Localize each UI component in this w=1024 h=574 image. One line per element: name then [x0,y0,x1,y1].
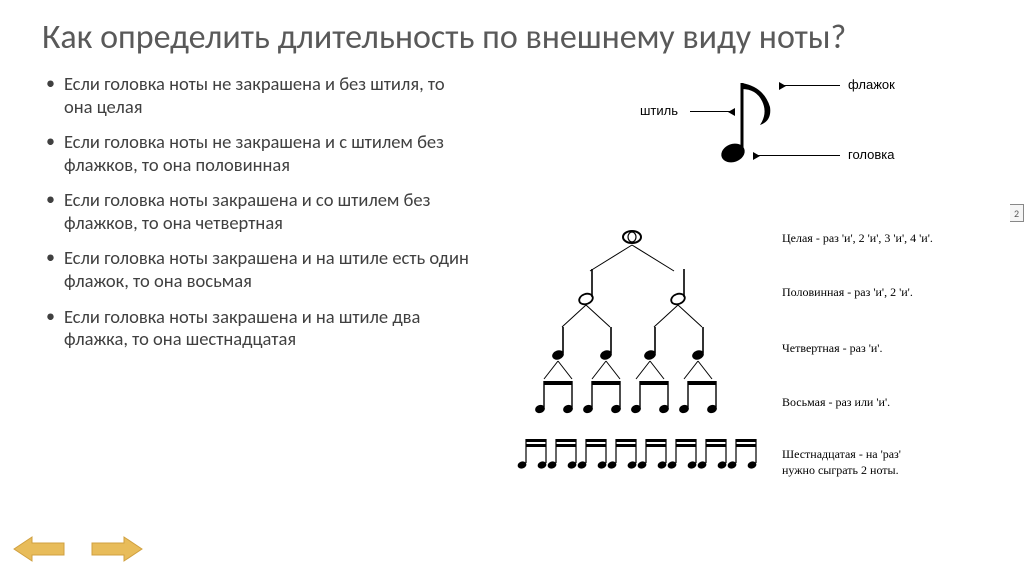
bullet-item: Если головка ноты закрашена и со штилем … [42,189,472,234]
half-note-label: Половинная - раз 'и', 2 'и'. [782,285,913,300]
flag-label: флажок [848,77,895,92]
head-label: головка [848,147,894,162]
bullet-item: Если головка ноты закрашена и на штиле е… [42,247,472,292]
whole-note-label: Целая - раз 'и', 2 'и', 3 'и', 4 'и'. [782,231,933,246]
note-duration-tree: Целая - раз 'и', 2 'и', 3 'и', 4 'и'. По… [482,223,962,503]
page-title: Как определить длительность по внешнему … [0,0,1024,67]
arrow-right-icon [90,534,144,564]
stem-label: штиль [640,103,678,118]
content-area: Если головка ноты не закрашена и без шти… [0,67,1024,364]
next-button[interactable] [90,534,144,564]
sixteenth-note-label-1: Шестнадцатая - на 'раз' [782,447,901,462]
arrow-left-icon [12,534,66,564]
duration-tree-icon [482,223,782,503]
arrow-icon [754,155,840,156]
note-anatomy-diagram: штиль флажок головка [592,65,912,185]
sixteenth-note-label-2: нужно сыграть 2 ноты. [782,463,899,478]
arrow-icon [690,111,734,112]
quarter-note-label: Четвертная - раз 'и'. [782,341,882,356]
page-indicator: 2 [1010,204,1024,222]
eighth-note-label: Восьмая - раз или 'и'. [782,395,890,410]
prev-button[interactable] [12,534,66,564]
diagrams-area: штиль флажок головка [472,73,982,364]
arrow-icon [780,85,840,86]
bullet-list: Если головка ноты не закрашена и без шти… [42,73,472,364]
bullet-item: Если головка ноты не закрашена и без шти… [42,73,472,118]
bullet-item: Если головка ноты не закрашена и с штиле… [42,131,472,176]
bullet-item: Если головка ноты закрашена и на штиле д… [42,306,472,351]
